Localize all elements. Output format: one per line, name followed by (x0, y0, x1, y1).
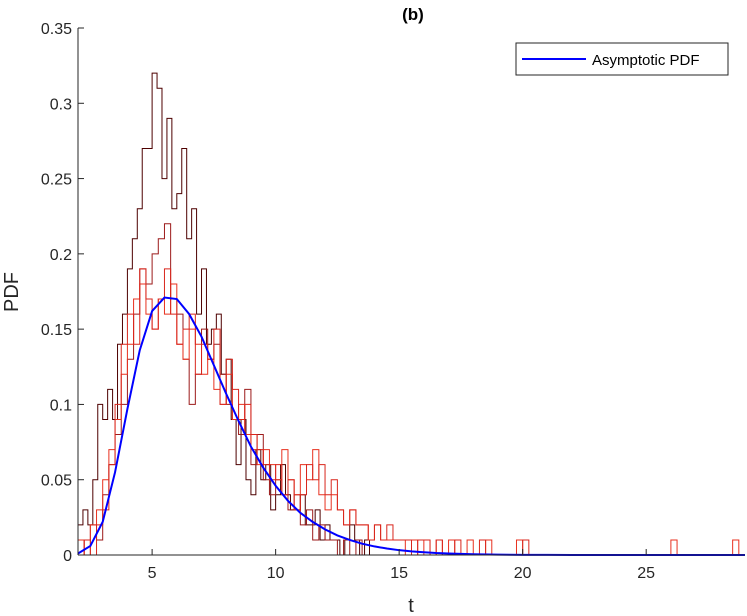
x-axis-label: t (408, 595, 414, 616)
y-axis-label: PDF (1, 272, 23, 312)
x-tick-label: 10 (267, 565, 285, 582)
histogram-series-group (77, 72, 740, 556)
histogram-series-1 (77, 72, 375, 556)
asymptotic-curve-group (77, 296, 745, 556)
histogram-series-4 (78, 268, 530, 556)
x-tick-label: 5 (148, 565, 157, 582)
axes-group (77, 28, 745, 556)
histogram-series-2 (78, 223, 375, 556)
x-tick-label: 15 (390, 565, 408, 582)
y-tick-label: 0.35 (41, 21, 72, 38)
x-ticks-group: 5 10 15 20 25 (148, 549, 655, 582)
chart-title: (b) (402, 5, 424, 24)
y-tick-label: 0.2 (50, 247, 72, 264)
asymptotic-pdf-line (77, 296, 745, 556)
x-tick-label: 25 (637, 565, 655, 582)
y-tick-label: 0.1 (50, 397, 72, 414)
legend-label-asymptotic: Asymptotic PDF (592, 52, 700, 69)
y-ticks-group: 0 0.05 0.1 0.15 0.2 0.25 0.3 0.35 (41, 21, 84, 565)
y-tick-label: 0 (63, 548, 72, 565)
x-tick-label: 20 (514, 565, 532, 582)
y-tick-label: 0.25 (41, 172, 72, 189)
y-tick-label: 0.15 (41, 322, 72, 339)
y-tick-label: 0.3 (50, 96, 72, 113)
legend[interactable]: Asymptotic PDF (515, 42, 729, 76)
y-tick-label: 0.05 (41, 473, 72, 490)
